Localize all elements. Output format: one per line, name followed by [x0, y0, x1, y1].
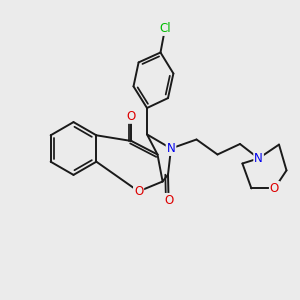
Text: O: O	[270, 182, 279, 195]
Text: O: O	[134, 185, 143, 198]
Text: O: O	[164, 194, 173, 207]
Text: N: N	[254, 152, 263, 165]
Text: O: O	[127, 110, 136, 123]
Text: N: N	[167, 142, 176, 155]
Text: Cl: Cl	[159, 22, 171, 35]
